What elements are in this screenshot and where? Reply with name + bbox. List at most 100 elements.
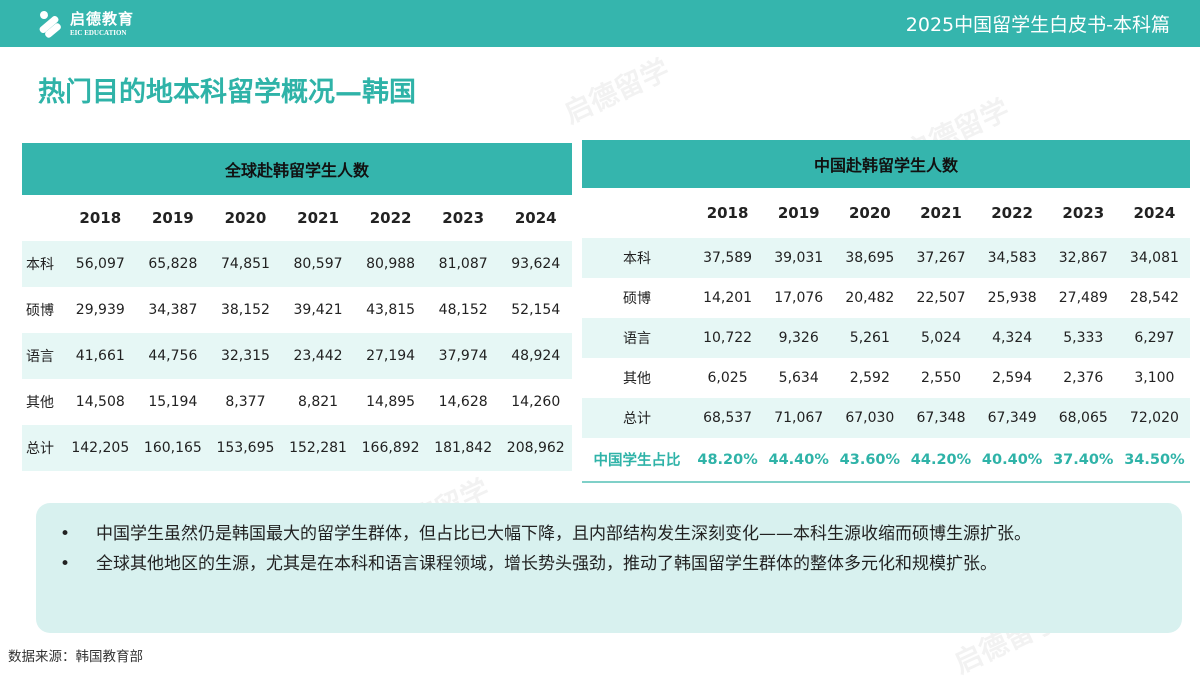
table-cell: 48,152 (438, 302, 488, 318)
share-cell: 34.50% (1124, 451, 1185, 468)
row-label: 总计 (26, 441, 54, 457)
row-label: 硕博 (623, 291, 651, 307)
year-header: 2019 (151, 209, 194, 227)
logo-icon (36, 8, 64, 39)
table-cell: 5,634 (778, 370, 819, 386)
row-label: 其他 (623, 371, 651, 387)
table-cell: 5,024 (920, 330, 962, 346)
table-cell: 14,201 (703, 290, 753, 306)
table-cell: 71,067 (774, 410, 824, 426)
table-cell: 32,867 (1058, 250, 1108, 266)
year-header: 2023 (442, 209, 485, 227)
table-cell: 20,482 (845, 290, 895, 306)
table-cell: 32,315 (220, 348, 270, 364)
share-cell: 43.60% (839, 451, 901, 468)
table-cell: 39,031 (774, 250, 824, 266)
table-cell: 67,348 (916, 410, 966, 426)
table-cell: 34,081 (1129, 250, 1179, 266)
table-cell: 38,695 (845, 250, 895, 266)
table-cell: 23,442 (293, 348, 343, 364)
table-cell: 9,326 (778, 330, 819, 346)
year-header: 2018 (79, 209, 122, 227)
table-cell: 2,594 (992, 370, 1033, 386)
year-header: 2024 (514, 209, 557, 227)
china-students-table: 中国赴韩留学生人数 2018 2019 2020 2021 2022 2023 2024 本科… (582, 140, 1190, 483)
table-cell: 80,597 (293, 256, 343, 272)
table-cell: 43,815 (366, 302, 416, 318)
share-cell: 48.20% (697, 451, 758, 468)
table-cell: 67,349 (987, 410, 1037, 426)
year-header: 2020 (848, 204, 891, 222)
table-cell: 48,924 (511, 348, 561, 364)
share-row: 中国学生占比 48.20% 44.40% 43.60% 44.20% 40.40% 37.4… (582, 438, 1190, 483)
row-label: 硕博 (26, 303, 54, 319)
table-cell: 28,542 (1129, 290, 1179, 306)
table-row: 硕博 29,939 34,387 38,152 39,421 43,815 48,152 52… (22, 287, 572, 333)
table-row: 总计 142,205 160,165 153,695 152,281 166,892 181… (22, 425, 572, 471)
table-cell: 27,489 (1058, 290, 1108, 306)
table-row: 本科 56,097 65,828 74,851 80,597 80,988 81,087 93… (22, 241, 572, 287)
table-cell: 81,087 (438, 256, 488, 272)
table-cell: 38,152 (220, 302, 270, 318)
table-row: 语言 41,661 44,756 32,315 23,442 27,194 37,974 48… (22, 333, 572, 379)
table-cell: 6,297 (1134, 330, 1175, 346)
table-cell: 22,507 (916, 290, 966, 306)
table-cell: 5,333 (1063, 330, 1104, 346)
year-header: 2023 (1062, 204, 1105, 222)
table-cell: 80,988 (366, 256, 416, 272)
table-cell: 8,377 (225, 394, 266, 410)
table-cell: 153,695 (216, 440, 275, 456)
table-cell: 37,974 (438, 348, 488, 364)
row-label: 本科 (26, 257, 54, 273)
year-header: 2019 (777, 204, 820, 222)
table-cell: 15,194 (148, 394, 198, 410)
table-cell: 41,661 (75, 348, 125, 364)
table-cell: 208,962 (506, 440, 565, 456)
table-cell: 2,592 (849, 370, 890, 386)
table-cell: 68,065 (1058, 410, 1108, 426)
table-row: 其他 14,508 15,194 8,377 8,821 14,895 14,628 14,2… (22, 379, 572, 425)
table-cell: 17,076 (774, 290, 824, 306)
top-bar: 启德教育 EIC EDUCATION 2025中国留学生白皮书-本科篇 (0, 0, 1200, 47)
logo: 启德教育 EIC EDUCATION (36, 8, 134, 39)
row-label: 其他 (26, 395, 54, 411)
table-cell: 6,025 (707, 370, 748, 386)
document-title: 2025中国留学生白皮书-本科篇 (905, 14, 1170, 36)
data-source: 数据来源：韩国教育部 (8, 649, 143, 665)
table-cell: 14,628 (438, 394, 488, 410)
table-cell: 74,851 (220, 256, 270, 272)
share-cell: 44.20% (910, 451, 972, 468)
year-header-row: 2018 2019 2020 2021 2022 2023 2024 (582, 188, 1190, 238)
table-cell: 39,421 (293, 302, 343, 318)
row-label: 语言 (623, 331, 651, 347)
table-cell: 72,020 (1129, 410, 1179, 426)
table-title: 中国赴韩留学生人数 (582, 140, 1190, 188)
table-cell: 65,828 (148, 256, 198, 272)
table-title: 全球赴韩留学生人数 (22, 143, 572, 195)
year-header: 2022 (991, 204, 1033, 222)
table-cell: 68,537 (703, 410, 753, 426)
table-cell: 37,267 (916, 250, 966, 266)
row-label: 总计 (623, 411, 651, 427)
table-row: 硕博 14,201 17,076 20,482 22,507 25,938 27,489 28… (582, 278, 1190, 318)
row-label: 语言 (26, 349, 54, 365)
table-cell: 93,624 (511, 256, 561, 272)
year-header-row: 2018 2019 2020 2021 2022 2023 2024 (22, 195, 572, 241)
table-cell: 166,892 (361, 440, 420, 456)
table-cell: 3,100 (1134, 370, 1175, 386)
table-cell: 44,756 (148, 348, 198, 364)
watermark: 启德留学 (558, 52, 675, 130)
share-cell: 40.40% (981, 451, 1043, 468)
table-row: 语言 10,722 9,326 5,261 5,024 4,324 5,333 6,297 (582, 318, 1190, 358)
table-cell: 181,842 (434, 440, 493, 456)
row-label: 中国学生占比 (593, 453, 681, 469)
table-cell: 152,281 (289, 440, 347, 456)
table-row: 本科 37,589 39,031 38,695 37,267 34,583 32,867 34… (582, 238, 1190, 278)
global-students-table: 全球赴韩留学生人数 2018 2019 2020 2021 2022 2023 2024 本科… (22, 143, 572, 471)
table-row: 其他 6,025 5,634 2,592 2,550 2,594 2,376 3,100 (582, 358, 1190, 398)
table-cell: 2,376 (1063, 370, 1104, 386)
table-cell: 8,821 (297, 394, 339, 410)
table-cell: 14,895 (366, 394, 416, 410)
table-row: 总计 68,537 71,067 67,030 67,348 67,349 68,065 72… (582, 398, 1190, 438)
table-cell: 160,165 (143, 440, 202, 456)
